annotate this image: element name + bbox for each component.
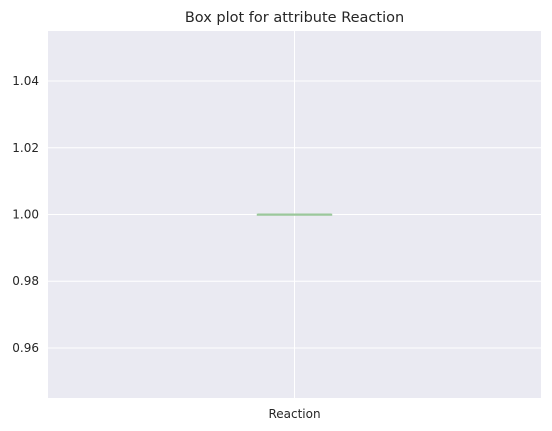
y-tick-label: 0.98: [12, 274, 39, 288]
x-tick-label: Reaction: [268, 407, 320, 421]
y-axis-ticks: 0.96 0.98 1.00 1.02 1.04: [12, 74, 39, 355]
box-reaction: [256, 213, 333, 216]
y-tick-label: 1.04: [12, 74, 39, 88]
y-tick-label: 1.02: [12, 141, 39, 155]
y-tick-label: 1.00: [12, 208, 39, 222]
chart-title: Box plot for attribute Reaction: [185, 10, 404, 26]
boxes: [256, 213, 333, 216]
x-axis-ticks: Reaction: [268, 407, 320, 421]
y-tick-label: 0.96: [12, 341, 39, 355]
